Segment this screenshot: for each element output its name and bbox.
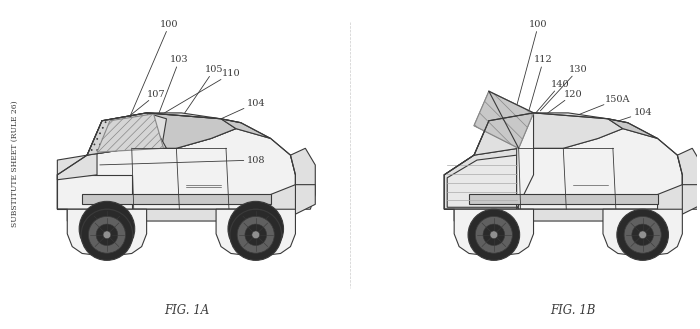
Polygon shape [444, 129, 682, 209]
Text: 112: 112 [527, 55, 553, 116]
Polygon shape [87, 113, 236, 155]
Polygon shape [608, 119, 657, 139]
Polygon shape [447, 155, 517, 207]
Text: FIG. 1A: FIG. 1A [164, 304, 209, 317]
Text: FIG. 1B: FIG. 1B [550, 304, 596, 317]
Circle shape [95, 217, 118, 240]
Circle shape [632, 224, 654, 245]
Text: 150A: 150A [546, 95, 631, 128]
Circle shape [490, 231, 498, 239]
Circle shape [475, 216, 512, 253]
Text: 104: 104 [176, 99, 265, 139]
Circle shape [103, 225, 111, 233]
Text: 108: 108 [100, 156, 265, 165]
Circle shape [617, 209, 668, 260]
Polygon shape [678, 148, 700, 209]
Polygon shape [657, 185, 700, 214]
Polygon shape [290, 148, 315, 209]
Text: 104: 104 [556, 108, 652, 141]
Text: 105: 105 [171, 65, 223, 133]
Text: 103: 103 [148, 55, 189, 143]
Polygon shape [82, 194, 271, 204]
Polygon shape [474, 91, 533, 148]
Text: 120: 120 [533, 90, 582, 124]
Circle shape [252, 231, 260, 239]
Circle shape [79, 201, 134, 256]
Circle shape [483, 224, 505, 245]
Polygon shape [57, 152, 97, 180]
Circle shape [228, 201, 284, 256]
Circle shape [230, 209, 281, 260]
Polygon shape [517, 113, 533, 209]
Circle shape [236, 209, 276, 249]
Polygon shape [454, 209, 533, 256]
Polygon shape [444, 148, 519, 209]
Polygon shape [469, 194, 657, 204]
Polygon shape [444, 209, 682, 221]
Circle shape [81, 209, 133, 260]
Circle shape [639, 231, 647, 239]
Circle shape [245, 224, 267, 245]
Circle shape [237, 216, 274, 253]
Polygon shape [221, 119, 271, 139]
Polygon shape [474, 91, 533, 148]
Text: SUBSTITUTE SHEET (RULE 26): SUBSTITUTE SHEET (RULE 26) [10, 101, 19, 227]
Polygon shape [474, 113, 623, 155]
Text: 100: 100 [510, 20, 547, 133]
Polygon shape [87, 113, 167, 155]
Polygon shape [271, 185, 315, 214]
Circle shape [624, 216, 661, 253]
Circle shape [251, 225, 260, 233]
Circle shape [468, 209, 519, 260]
Polygon shape [97, 114, 164, 152]
Polygon shape [57, 209, 295, 221]
Polygon shape [146, 113, 236, 148]
Circle shape [96, 224, 118, 245]
Polygon shape [67, 209, 146, 256]
Text: 100: 100 [123, 20, 178, 133]
Circle shape [103, 231, 111, 239]
Text: 107: 107 [116, 90, 166, 127]
Polygon shape [57, 175, 132, 209]
Circle shape [244, 217, 267, 240]
Circle shape [88, 216, 125, 253]
Polygon shape [57, 129, 295, 209]
Polygon shape [216, 209, 295, 256]
Text: 150B: 150B [471, 185, 497, 197]
Text: 130: 130 [540, 65, 587, 111]
Circle shape [87, 209, 127, 249]
Text: 140: 140 [522, 80, 570, 129]
Text: 110: 110 [162, 69, 240, 114]
Polygon shape [603, 209, 682, 256]
